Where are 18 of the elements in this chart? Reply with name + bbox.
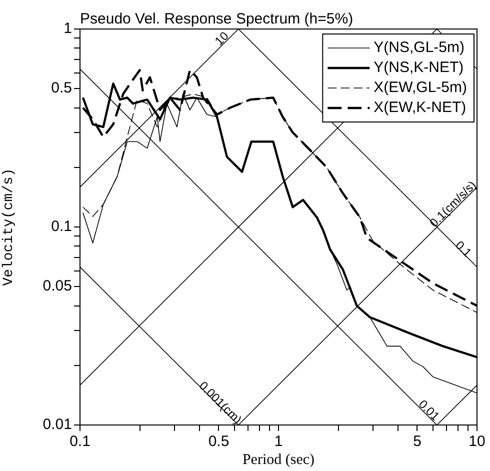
x-tick-label: 0.5 — [208, 433, 230, 450]
y-tick-label: 0.5 — [51, 80, 72, 97]
y-tick-label: 1 — [64, 20, 72, 38]
x-tick-label: 5 — [413, 433, 422, 450]
y-tick-label: 0.1 — [51, 218, 72, 236]
y-tick-label: 0.01 — [42, 416, 72, 434]
y-tick-label: 0.05 — [42, 278, 72, 295]
legend-label: Y(NS,K-NET) — [374, 59, 464, 76]
legend-label: X(EW,GL-5m) — [374, 79, 468, 96]
chart-title: Pseudo Vel. Response Spectrum (h=5%) — [80, 10, 354, 28]
legend-label: X(EW,K-NET) — [374, 99, 466, 116]
x-tick-label: 10 — [468, 433, 486, 450]
annotation: 10 — [212, 28, 232, 48]
x-tick-label: 1 — [274, 433, 283, 450]
x-tick-label: 0.1 — [70, 433, 90, 450]
legend-label: Y(NS,GL-5m) — [374, 39, 465, 56]
y-axis-title: Velocity(cm/s) — [1, 168, 18, 286]
x-axis-title: Period (sec) — [242, 452, 315, 468]
